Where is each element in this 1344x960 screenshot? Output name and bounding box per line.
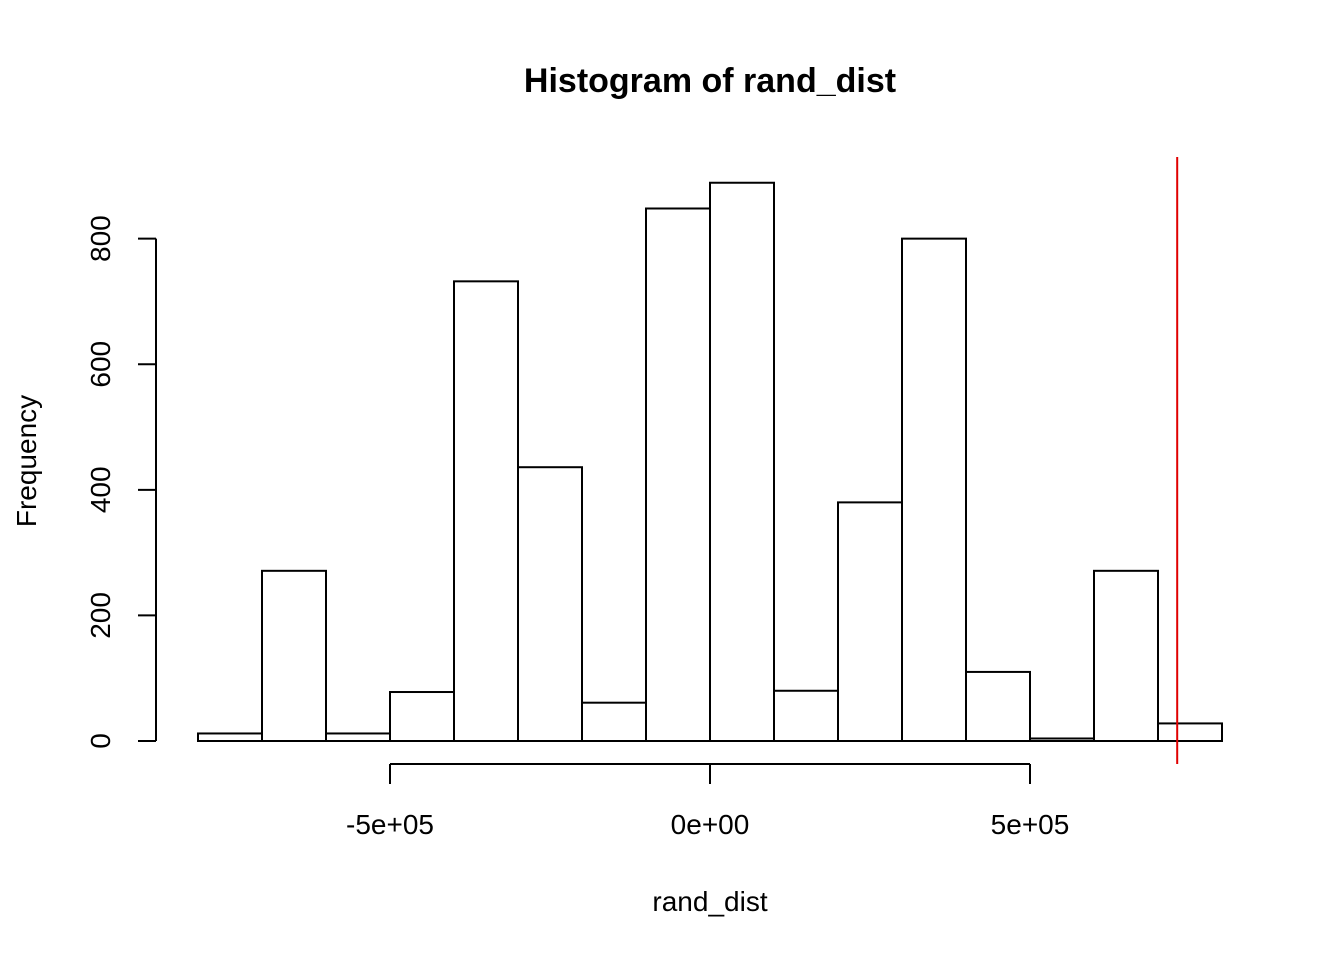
y-tick-label: 200 <box>85 592 116 639</box>
histogram-bar-8 <box>709 181 775 743</box>
histogram-bar-11 <box>901 237 967 743</box>
y-tick-label: 800 <box>85 215 116 262</box>
histogram-bar-1 <box>261 569 327 743</box>
y-axis-label: Frequency <box>11 395 42 527</box>
histogram-bar-10 <box>837 501 903 742</box>
histogram-bar-7 <box>645 207 711 742</box>
histogram-bar-9 <box>773 689 839 742</box>
histogram-bar-0 <box>197 732 263 743</box>
x-tick-label: 0e+00 <box>671 809 750 840</box>
x-axis-label: rand_dist <box>652 886 767 917</box>
y-tick-label: 600 <box>85 341 116 388</box>
histogram-bar-4 <box>453 280 519 742</box>
histogram-bar-14 <box>1093 569 1159 743</box>
histogram-bar-5 <box>517 466 583 742</box>
histogram-bar-12 <box>965 670 1031 743</box>
x-axis: -5e+05 0e+00 5e+05 <box>346 763 1070 840</box>
y-tick-label: 400 <box>85 466 116 513</box>
x-tick-label: -5e+05 <box>346 809 434 840</box>
histogram-bar-6 <box>581 701 647 743</box>
histogram-bars <box>197 181 1223 743</box>
histogram-bar-2 <box>325 732 391 743</box>
y-axis: 0 200 400 600 800 <box>85 215 157 749</box>
histogram-bar-15 <box>1157 722 1223 742</box>
histogram-bar-3 <box>389 691 455 742</box>
y-tick-label: 0 <box>85 733 116 749</box>
chart-title: Histogram of rand_dist <box>524 62 896 100</box>
x-tick-label: 5e+05 <box>991 809 1070 840</box>
histogram-bar-13 <box>1029 737 1095 742</box>
